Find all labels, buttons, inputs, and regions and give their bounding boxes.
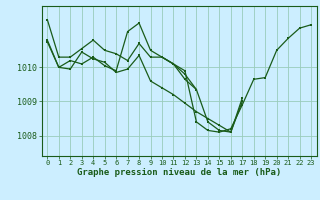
X-axis label: Graphe pression niveau de la mer (hPa): Graphe pression niveau de la mer (hPa) <box>77 168 281 177</box>
